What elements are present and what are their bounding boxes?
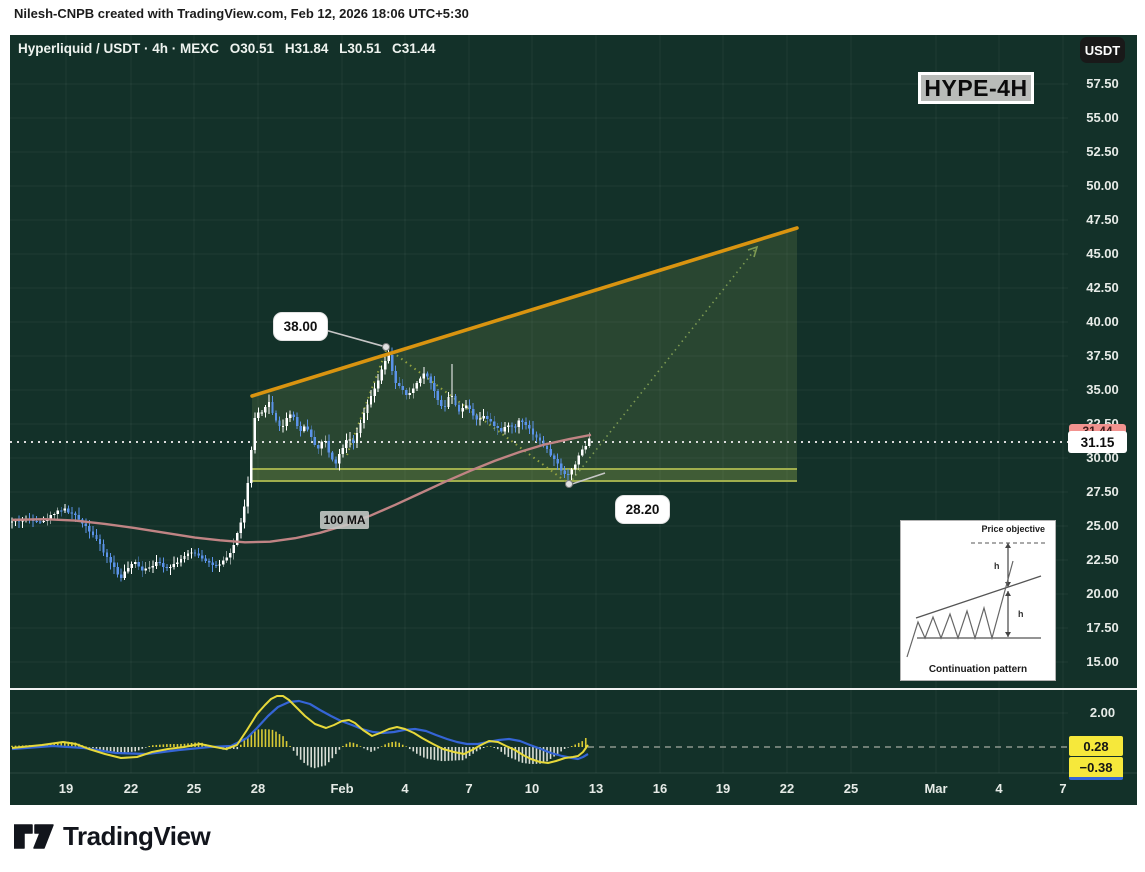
price-axis-tick[interactable]: 45.00 (1086, 246, 1119, 261)
price-axis-tick[interactable]: 35.00 (1086, 382, 1119, 397)
price-axis-tick[interactable]: 25.00 (1086, 518, 1119, 533)
tradingview-wordmark: TradingView (63, 820, 211, 851)
chart-canvas[interactable] (10, 35, 1137, 805)
price-axis-tick[interactable]: 47.50 (1086, 212, 1119, 227)
macd-value-label: 0.28 (1069, 736, 1123, 756)
symbol-title[interactable]: Hyperliquid / USDT · 4h · MEXC (18, 41, 220, 56)
indicator-axis-tick: 2.00 (1089, 705, 1116, 720)
high-price-callout[interactable]: 38.00 (273, 312, 328, 341)
continuation-pattern-inset-image: Price objective h h Continuation pattern (900, 520, 1056, 681)
attribution-text: Nilesh-CNPB created with TradingView.com… (14, 6, 469, 21)
time-axis-tick[interactable]: 25 (843, 781, 859, 796)
price-axis-tick[interactable]: 17.50 (1086, 620, 1119, 635)
chart-tag-label: HYPE-4H (918, 72, 1034, 104)
price-chart-container[interactable]: Hyperliquid / USDT · 4h · MEXC O30.51 H3… (10, 35, 1137, 805)
time-axis-tick[interactable]: 4 (995, 781, 1003, 796)
currency-toggle-button[interactable]: USDT (1080, 37, 1125, 63)
time-axis-tick[interactable]: 10 (524, 781, 540, 796)
inset-price-objective-text: Price objective (981, 524, 1045, 534)
inset-h-lower: h (1018, 609, 1024, 619)
current-price-label: 31.15 (1068, 431, 1127, 453)
time-axis-tick[interactable]: 19 (58, 781, 74, 796)
low-price-callout[interactable]: 28.20 (615, 495, 670, 524)
tradingview-logo-icon (14, 824, 54, 849)
price-axis-tick[interactable]: 55.00 (1086, 110, 1119, 125)
price-axis-tick[interactable]: 30.00 (1086, 450, 1119, 465)
time-axis-tick[interactable]: 13 (588, 781, 604, 796)
price-axis-tick[interactable]: 27.50 (1086, 484, 1119, 499)
ohlc-open: O30.51 (229, 41, 275, 56)
time-axis-tick[interactable]: Mar (924, 781, 948, 796)
footer-branding: TradingView (14, 820, 211, 852)
price-axis-tick[interactable]: 15.00 (1086, 654, 1119, 669)
time-axis-tick[interactable]: 16 (652, 781, 668, 796)
price-axis-tick[interactable]: 57.50 (1086, 76, 1119, 91)
price-axis-tick[interactable]: 42.50 (1086, 280, 1119, 295)
time-axis-tick[interactable]: 4 (401, 781, 409, 796)
time-axis-tick[interactable]: 7 (1059, 781, 1067, 796)
candles (10, 346, 591, 582)
price-axis-tick[interactable]: 37.50 (1086, 348, 1119, 363)
ohlc-close: C31.44 (391, 41, 436, 56)
time-axis-tick[interactable]: 22 (779, 781, 795, 796)
time-axis-tick[interactable]: 7 (465, 781, 473, 796)
price-axis-tick[interactable]: 50.00 (1086, 178, 1119, 193)
ma-indicator-label[interactable]: 100 MA (320, 511, 369, 529)
inset-caption: Continuation pattern (928, 664, 1028, 675)
ohlc-high: H31.84 (284, 41, 329, 56)
price-axis-tick[interactable]: 20.00 (1086, 586, 1119, 601)
time-axis-tick[interactable]: 19 (715, 781, 731, 796)
time-axis-tick[interactable]: 25 (186, 781, 202, 796)
time-axis-tick[interactable]: 28 (250, 781, 266, 796)
ohlc-low: L30.51 (339, 41, 382, 56)
inset-h-upper: h (994, 561, 1000, 571)
price-axis-tick[interactable]: 52.50 (1086, 144, 1119, 159)
price-axis-tick[interactable]: 22.50 (1086, 552, 1119, 567)
time-axis-tick[interactable]: 22 (123, 781, 139, 796)
price-axis-tick[interactable]: 40.00 (1086, 314, 1119, 329)
symbol-header[interactable]: Hyperliquid / USDT · 4h · MEXC O30.51 H3… (18, 41, 443, 56)
time-axis-tick[interactable]: Feb (330, 781, 354, 796)
continuation-pattern-diagram (906, 542, 1047, 658)
signal-value-label: −0.38 (1069, 757, 1123, 780)
